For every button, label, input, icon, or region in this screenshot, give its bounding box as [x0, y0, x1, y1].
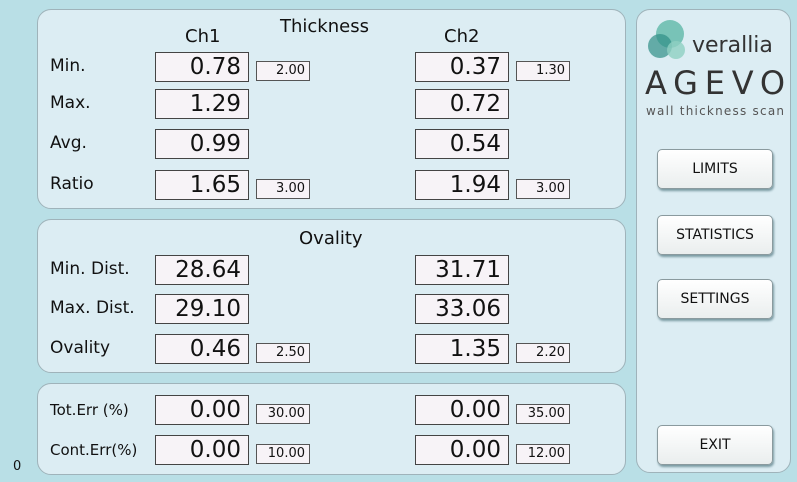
logo-brand: verallia — [692, 33, 773, 58]
thickness-panel — [37, 9, 626, 209]
value-box: 0.99 — [155, 129, 249, 159]
button[interactable]: LIMITS — [657, 149, 773, 189]
value-box: 0.00 — [415, 435, 509, 465]
row-label: Avg. — [50, 133, 87, 153]
value-box: 0.72 — [415, 89, 509, 119]
row-label: Ratio — [50, 174, 94, 194]
value-box: 0.00 — [155, 395, 249, 425]
value-box: 28.64 — [155, 255, 249, 285]
value-box: 0.37 — [415, 52, 509, 82]
value-box: 33.06 — [415, 294, 509, 324]
value-box: 1.94 — [415, 170, 509, 200]
button[interactable]: EXIT — [657, 425, 773, 465]
row-label: Min. Dist. — [50, 259, 130, 279]
limit-box: 30.00 — [256, 404, 310, 424]
limit-box: 2.50 — [256, 343, 310, 363]
value-box: 31.71 — [415, 255, 509, 285]
value-box: 0.00 — [415, 395, 509, 425]
value-box: 29.10 — [155, 294, 249, 324]
ovality-title: Ovality — [299, 228, 363, 249]
limit-box: 2.20 — [516, 343, 570, 363]
limit-box: 3.00 — [516, 179, 570, 199]
channel-label: Ch1 — [185, 26, 221, 47]
status-text: 0 — [13, 459, 22, 474]
row-label: Max. — [50, 93, 91, 113]
value-box: 1.35 — [415, 334, 509, 364]
limit-box: 1.30 — [516, 61, 570, 81]
limit-box: 2.00 — [256, 61, 310, 81]
value-box: 0.00 — [155, 435, 249, 465]
logo-shape — [648, 34, 672, 58]
channel-label: Ch2 — [444, 26, 480, 47]
value-box: 1.65 — [155, 170, 249, 200]
thickness-title: Thickness — [280, 16, 369, 37]
row-label: Ovality — [50, 338, 111, 358]
limit-box: 10.00 — [256, 444, 310, 464]
button[interactable]: STATISTICS — [657, 215, 773, 255]
value-box: 0.78 — [155, 52, 249, 82]
limit-box: 3.00 — [256, 179, 310, 199]
logo-tagline: wall thickness scan — [646, 104, 784, 118]
limit-box: 35.00 — [516, 404, 570, 424]
row-label: Cont.Err(%) — [50, 441, 138, 459]
row-label: Min. — [50, 56, 86, 76]
button[interactable]: SETTINGS — [657, 279, 773, 319]
logo-shape — [667, 41, 685, 59]
limit-box: 12.00 — [516, 444, 570, 464]
row-label: Max. Dist. — [50, 298, 135, 318]
row-label: Tot.Err (%) — [50, 401, 129, 419]
value-box: 1.29 — [155, 89, 249, 119]
value-box: 0.54 — [415, 129, 509, 159]
value-box: 0.46 — [155, 334, 249, 364]
logo-product: AGEVO — [645, 64, 785, 102]
logo: verallia AGEVO wall thickness scan — [645, 20, 785, 118]
